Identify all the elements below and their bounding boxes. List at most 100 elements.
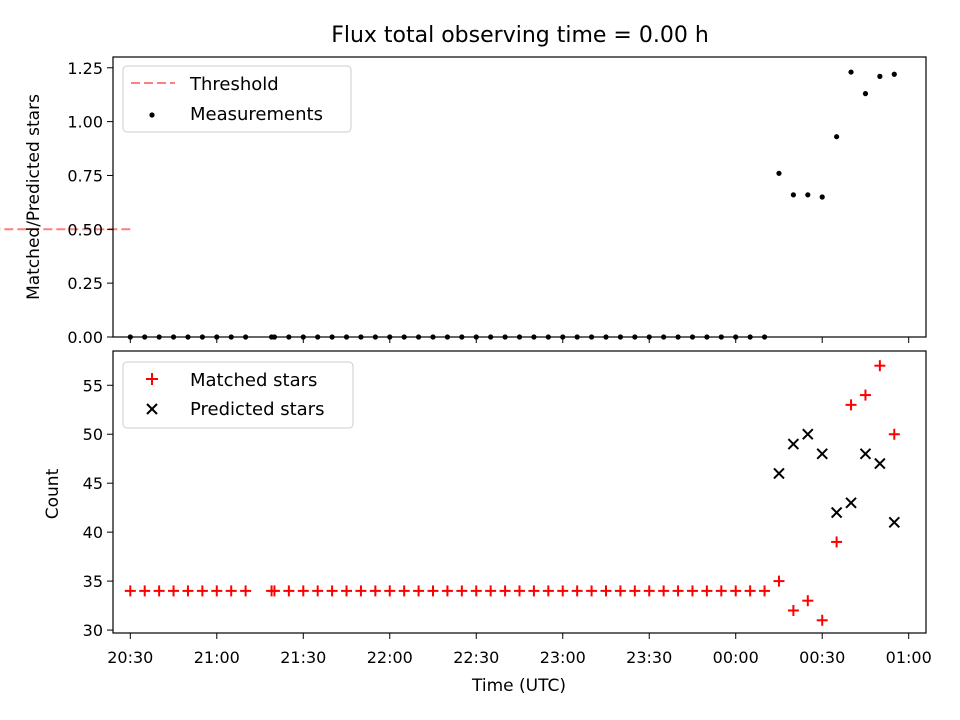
matched-stars-point — [571, 585, 583, 597]
y-tick-label: 0.75 — [67, 166, 103, 185]
matched-stars-legend-swatch — [146, 373, 158, 385]
matched-stars-point — [744, 585, 756, 597]
matched-stars-point — [398, 585, 410, 597]
matched-stars-point — [600, 585, 612, 597]
predicted-stars-point — [773, 467, 785, 480]
matched-stars-point — [355, 585, 367, 597]
matched-stars-point — [312, 585, 324, 597]
top-plot-frame — [112, 56, 927, 338]
matched-stars-point — [773, 575, 785, 587]
matched-stars-point — [686, 585, 698, 597]
measurements-point — [819, 194, 825, 200]
x-tick-label: 21:30 — [280, 648, 326, 667]
bottom-y-ticks: 30 35 40 45 50 55 — [83, 376, 113, 640]
bottom-star-points — [124, 360, 900, 626]
matched-stars-point — [787, 604, 799, 616]
measurements-point — [790, 192, 796, 198]
matched-stars-point — [240, 585, 252, 597]
measurements-point — [891, 71, 897, 77]
top-legend: Threshold Measurements — [122, 65, 352, 133]
predicted-stars-point — [874, 457, 886, 470]
matched-stars-point — [211, 585, 223, 597]
matched-stars-point — [514, 585, 525, 597]
top-y-ticks: 0.00 0.25 0.50 0.75 1.00 1.25 — [67, 59, 113, 347]
matched-stars-point — [413, 585, 425, 597]
predicted-stars-legend-swatch — [146, 403, 158, 415]
matched-stars-point — [528, 585, 540, 597]
predicted-stars-point — [802, 428, 814, 440]
measurements-point — [877, 73, 883, 79]
matched-stars-point — [831, 536, 843, 548]
top-y-axis-label: Matched/Predicted stars — [24, 94, 44, 300]
y-tick-label: 35 — [83, 572, 103, 591]
measurements-legend-label: Measurements — [190, 104, 323, 125]
bottom-y-axis-label: Count — [43, 468, 63, 519]
matched-stars-point — [759, 585, 771, 597]
x-tick-label: 21:00 — [194, 648, 240, 667]
matched-stars-point — [384, 585, 396, 597]
y-tick-label: 45 — [83, 474, 103, 493]
matched-stars-point — [859, 389, 871, 401]
bottom-plot-frame — [112, 350, 927, 634]
matched-stars-point — [557, 585, 569, 597]
chart-title: Flux total observing time = 0.00 h — [331, 23, 709, 48]
x-tick-label: 23:30 — [626, 648, 672, 667]
y-tick-label: 0.25 — [67, 274, 103, 293]
y-tick-label: 50 — [83, 425, 103, 444]
x-tick-label: 01:00 — [886, 648, 932, 667]
matched-stars-point — [874, 360, 886, 372]
measurements-point — [862, 91, 869, 97]
matched-stars-point — [456, 585, 468, 597]
matched-stars-point — [139, 585, 151, 597]
predicted-stars-point — [845, 497, 857, 509]
matched-stars-point — [701, 585, 713, 597]
matched-stars-point — [168, 585, 180, 597]
matched-stars-point — [816, 614, 828, 626]
measurements-point — [776, 170, 782, 176]
y-tick-label: 1.00 — [67, 113, 103, 132]
bottom-legend-box — [122, 361, 354, 429]
matched-stars-point — [542, 585, 554, 597]
y-tick-label: 30 — [83, 621, 103, 640]
matched-stars-point — [268, 585, 280, 597]
matched-stars-point — [182, 585, 194, 597]
predicted-stars-legend-label: Predicted stars — [190, 399, 324, 420]
matched-stars-point — [730, 585, 742, 597]
predicted-stars-point — [859, 448, 872, 460]
matched-stars-point — [326, 585, 338, 597]
measurements-point — [834, 134, 840, 140]
matched-stars-point — [225, 585, 237, 597]
matched-stars-point — [888, 428, 900, 440]
predicted-stars-point — [787, 438, 800, 450]
bottom-panel: 30 35 40 45 50 55 20:30 21:00 21:30 22:00 22:30 23… — [43, 350, 932, 696]
y-tick-label: 1.25 — [67, 59, 103, 78]
predicted-stars-point — [816, 448, 828, 460]
matched-stars-point — [283, 585, 295, 597]
matched-stars-point — [629, 585, 641, 597]
threshold-legend-label: Threshold — [189, 74, 279, 95]
top-x-ticks — [129, 337, 910, 343]
y-tick-label: 0.00 — [67, 328, 103, 347]
predicted-stars-point — [888, 516, 900, 529]
x-tick-label: 23:00 — [540, 648, 586, 667]
matched-stars-point — [369, 585, 381, 597]
bottom-legend: Matched stars Predicted stars — [122, 361, 354, 429]
x-tick-label: 22:00 — [367, 648, 413, 667]
matched-stars-point — [427, 585, 439, 597]
matched-stars-legend-label: Matched stars — [190, 370, 317, 391]
matched-stars-point — [499, 585, 511, 597]
x-tick-label: 22:30 — [453, 648, 499, 667]
matched-stars-point — [672, 585, 684, 597]
y-tick-label: 55 — [83, 376, 103, 395]
measurements-point — [805, 192, 811, 198]
matched-stars-point — [643, 585, 655, 597]
matched-stars-point — [845, 399, 857, 411]
y-tick-label: 40 — [83, 523, 103, 542]
matched-stars-point — [485, 585, 497, 597]
matched-stars-point — [470, 585, 482, 597]
bottom-x-ticks: 20:30 21:00 21:30 22:00 22:30 23:00 23:30 00:00… — [107, 633, 932, 667]
matched-stars-point — [614, 585, 626, 597]
matched-stars-point — [196, 585, 208, 597]
measurements-legend-swatch — [149, 112, 155, 118]
matched-stars-point — [658, 585, 670, 597]
